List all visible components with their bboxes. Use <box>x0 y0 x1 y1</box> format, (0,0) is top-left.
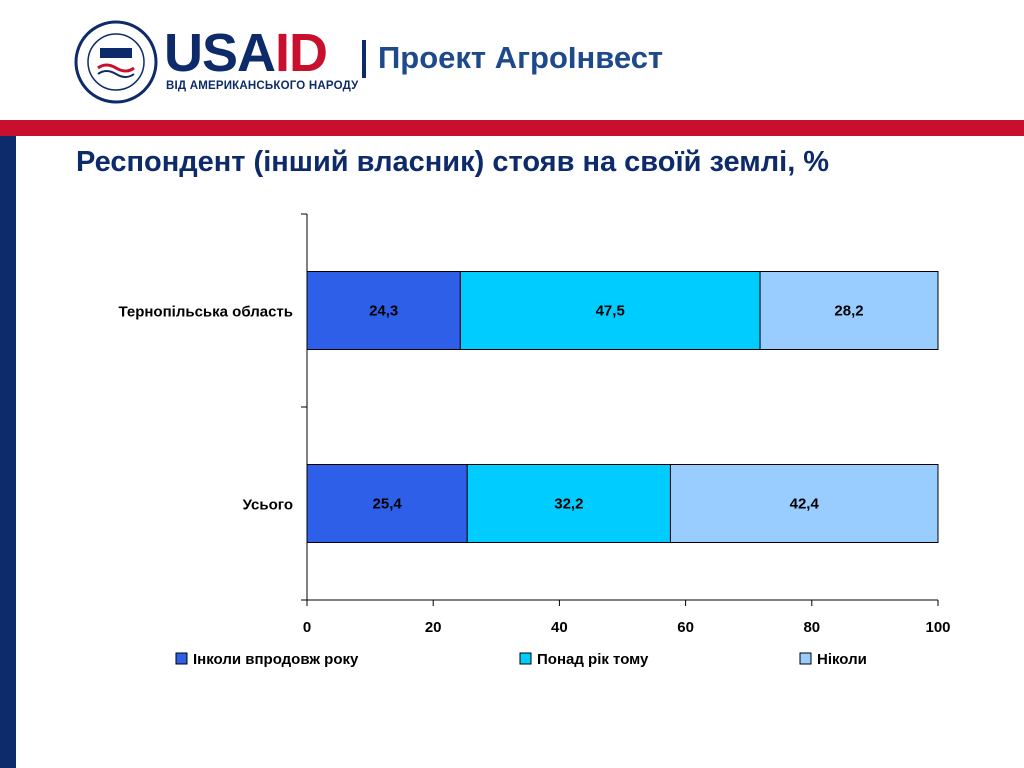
slide-title: Респондент (інший власник) стояв на свої… <box>76 146 830 178</box>
data-label: 25,4 <box>373 496 403 513</box>
red-stripe <box>0 120 1024 136</box>
usaid-seal-icon <box>74 20 158 104</box>
header: USAID ВІД АМЕРИКАНСЬКОГО НАРОДУ Проект А… <box>0 0 1024 120</box>
legend-swatch <box>799 652 812 665</box>
data-label: 32,2 <box>554 496 583 513</box>
x-tick-label: 0 <box>303 619 311 636</box>
data-label: 28,2 <box>834 303 863 320</box>
data-label: 47,5 <box>596 303 625 320</box>
x-tick-label: 80 <box>803 619 820 636</box>
data-label: 42,4 <box>790 496 820 513</box>
usaid-logo-letter: U <box>164 23 203 83</box>
usaid-logo-letter: I <box>275 23 290 83</box>
usaid-logo-letter: A <box>237 23 276 83</box>
legend-label: Інколи впродовж року <box>193 651 359 668</box>
bar-segment <box>669 464 939 543</box>
x-tick-label: 20 <box>425 619 442 636</box>
usaid-logo-text: USAID <box>164 23 328 83</box>
category-label: Тернопільська область <box>118 304 293 321</box>
data-label: 24,3 <box>369 303 398 320</box>
legend-swatch <box>519 652 532 665</box>
legend-label: Ніколи <box>817 651 867 668</box>
usaid-logo-subtitle: ВІД АМЕРИКАНСЬКОГО НАРОДУ <box>166 80 359 92</box>
project-name: Проект АгроІнвест <box>378 40 664 75</box>
usaid-logo-letter: D <box>289 23 328 83</box>
x-tick-label: 40 <box>551 619 568 636</box>
logo-divider <box>362 40 366 78</box>
usaid-logo-letter: S <box>202 23 238 83</box>
bar-segment <box>759 271 939 350</box>
bar-segment <box>459 271 761 350</box>
left-blue-stripe <box>0 136 16 768</box>
category-label: Усього <box>243 497 293 514</box>
legend-swatch <box>175 652 188 665</box>
bar-segment <box>306 464 468 543</box>
x-tick-label: 60 <box>677 619 694 636</box>
legend-label: Понад рік тому <box>537 651 649 668</box>
x-tick-label: 100 <box>925 619 950 636</box>
bar-segment <box>466 464 671 543</box>
